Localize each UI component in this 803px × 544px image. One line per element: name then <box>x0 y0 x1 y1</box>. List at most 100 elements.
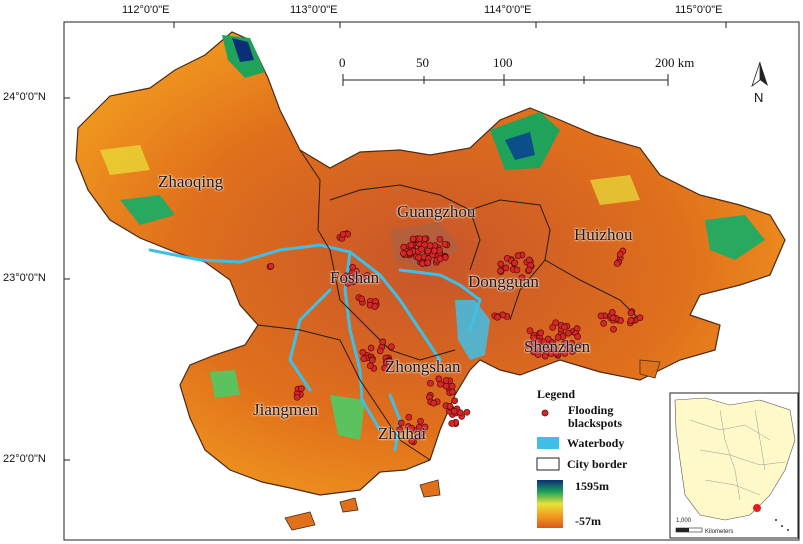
city-label-foshan: Foshan <box>330 268 380 287</box>
blackspot-marker <box>436 255 444 263</box>
blackspot-marker <box>526 327 534 335</box>
blackspot-marker <box>448 382 456 390</box>
blackspot-marker <box>388 343 395 351</box>
inset-unit-label: Kilometers <box>705 529 734 535</box>
blackspot-marker <box>549 324 557 331</box>
blackspot-marker <box>416 235 424 243</box>
legend-border-swatch <box>536 457 560 471</box>
blackspot-marker <box>396 426 404 433</box>
blackspot-marker <box>350 277 358 285</box>
city-label-zhaoqing: Zhaoqing <box>158 172 224 191</box>
blackspot-marker <box>371 303 379 310</box>
lat-label-22: 22°0'0"N <box>3 453 46 465</box>
blackspot-marker <box>400 243 408 251</box>
blackspot-marker <box>339 230 347 238</box>
blackspot-marker <box>448 420 456 427</box>
blackspot-marker <box>494 313 501 321</box>
blackspot-marker <box>497 267 504 275</box>
blackspot-marker <box>418 428 426 436</box>
city-label-dongguan: Dongguan <box>468 272 539 291</box>
blackspot-marker <box>349 263 357 271</box>
blackspot-marker <box>367 344 375 352</box>
city-label-zhongshan: Zhongshan <box>385 357 461 376</box>
blackspot-marker <box>451 397 459 405</box>
blackspot-marker <box>518 274 526 282</box>
blackspot-marker <box>360 355 368 363</box>
lon-label-113: 113°0'0"E <box>290 4 338 16</box>
blackspot-marker <box>358 295 365 303</box>
blackspot-marker <box>441 240 449 248</box>
lat-label-23: 23°0'0"N <box>3 272 46 284</box>
blackspot-marker <box>442 382 450 390</box>
blackspot-marker <box>525 341 532 349</box>
blackspot-marker <box>565 329 572 337</box>
inset-scale-label: 1,000 <box>676 518 692 524</box>
blackspot-marker <box>552 349 560 357</box>
blackspot-marker <box>608 309 616 316</box>
blackspot-marker <box>424 247 432 255</box>
blackspot-marker <box>627 317 635 324</box>
legend-waterbody-swatch <box>537 437 559 449</box>
inset-map <box>669 392 799 539</box>
blackspot-marker <box>340 274 347 281</box>
frame-ticks <box>64 22 727 461</box>
blackspot-marker <box>344 279 352 287</box>
blackspot-marker <box>415 254 422 261</box>
north-arrow <box>751 61 768 88</box>
legend-elev-high-label: 1595m <box>575 479 609 493</box>
blackspot-marker <box>409 235 417 243</box>
scalebar-label-0: 0 <box>339 55 346 70</box>
blackspot-marker <box>442 377 450 384</box>
city-label-shenzhen: Shenzhen <box>524 337 591 356</box>
blackspot-marker <box>418 245 425 253</box>
legend-elevation-ramp <box>537 480 563 528</box>
blackspot-marker <box>408 424 415 432</box>
blackspot-marker <box>511 259 519 267</box>
blackspot-marker <box>437 380 444 388</box>
blackspot-marker <box>530 334 537 342</box>
lat-label-24: 24°0'0"N <box>3 91 46 103</box>
legend-border-label: City border <box>567 457 628 471</box>
blackspot-marker <box>408 437 416 445</box>
blackspot-marker <box>535 337 542 345</box>
scalebar-label-50: 50 <box>416 55 429 70</box>
blackspot-marker <box>407 241 415 249</box>
legend-blackspot-symbol <box>541 409 549 417</box>
blackspot-marker <box>613 260 621 267</box>
blackspot-marker <box>609 314 617 322</box>
blackspot-marker <box>542 345 550 353</box>
blackspot-marker <box>381 364 388 372</box>
legend-waterbody-label: Waterbody <box>567 436 625 450</box>
blackspot-marker <box>414 433 421 441</box>
blackspot-marker <box>267 262 275 270</box>
islands <box>284 359 661 531</box>
city-label-zhuhai: Zhuhai <box>378 424 427 443</box>
blackspot-marker <box>400 250 407 257</box>
blackspot-marker <box>627 309 635 317</box>
scalebar-label-100: 100 <box>493 55 513 70</box>
blackspot-marker <box>426 242 434 249</box>
blackspot-marker <box>534 344 541 351</box>
blackspot-marker <box>430 399 438 407</box>
blackspot-marker <box>525 266 533 274</box>
blackspot-marker <box>574 333 582 340</box>
pearl-river-estuary <box>455 300 490 360</box>
blackspot-marker <box>359 348 367 356</box>
blackspot-marker <box>513 266 521 274</box>
scalebar <box>342 74 669 86</box>
blackspot-marker <box>561 350 569 357</box>
legend-title: Legend <box>537 387 576 401</box>
blackspot-marker <box>397 419 405 427</box>
blackspot-marker <box>456 409 464 416</box>
flooding-blackspots <box>266 230 644 446</box>
scalebar-label-200km: 200 km <box>655 55 695 70</box>
blackspot-marker <box>636 314 644 322</box>
blackspot-marker <box>616 251 624 258</box>
blackspot-marker <box>537 329 545 337</box>
blackspot-marker <box>560 323 568 331</box>
legend-elev-low-label: -57m <box>575 514 601 528</box>
blackspot-marker <box>424 259 432 267</box>
city-label-guangzhou: Guangzhou <box>397 202 476 221</box>
lon-label-115: 115°0'0"E <box>675 4 723 16</box>
